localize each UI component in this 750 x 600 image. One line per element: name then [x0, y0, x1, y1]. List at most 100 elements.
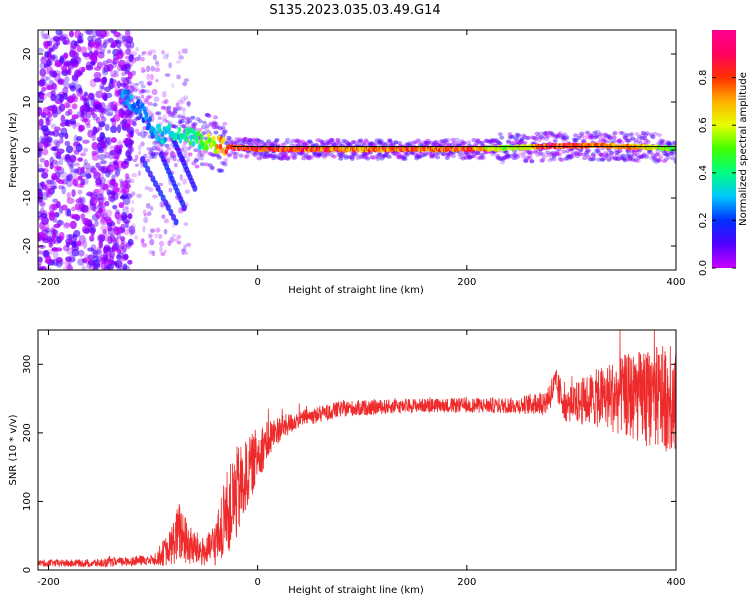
heatmap-cell	[648, 150, 654, 155]
heatmap-cell	[55, 247, 63, 252]
heatmap-cell	[206, 113, 212, 118]
heatmap-cell	[168, 208, 174, 216]
heatmap-cell	[60, 114, 66, 124]
heatmap-cell	[143, 131, 149, 136]
heatmap-cell	[151, 250, 156, 257]
heatmap-cell	[146, 80, 153, 86]
heatmap-cell	[98, 153, 106, 161]
heatmap-cell	[451, 140, 457, 145]
heatmap-cell	[170, 151, 176, 159]
heatmap-cell	[569, 155, 575, 160]
heatmap-cell	[49, 210, 56, 218]
heatmap-cell	[85, 111, 92, 119]
heatmap-cell	[501, 156, 507, 161]
heatmap-cell	[112, 204, 118, 210]
heatmap-cell	[100, 212, 105, 218]
heatmap-cell	[226, 153, 232, 158]
heatmap-cell	[85, 167, 92, 176]
heatmap-cell	[145, 89, 151, 94]
heatmap-cell	[652, 131, 658, 136]
heatmap-cell	[379, 142, 385, 147]
heatmap-cell	[445, 137, 451, 142]
heatmap-cell	[655, 152, 661, 157]
heatmap-cell	[180, 248, 186, 252]
heatmap-cell	[463, 155, 469, 160]
heatmap-cell	[362, 155, 368, 160]
heatmap-cell	[155, 184, 161, 192]
heatmap-cell	[400, 156, 406, 161]
heatmap-cell	[102, 251, 109, 259]
heatmap-cell	[505, 153, 511, 158]
heatmap-cell	[128, 225, 136, 234]
heatmap-cell	[203, 127, 209, 132]
heatmap-cell	[522, 140, 528, 145]
heatmap-cell	[39, 62, 46, 70]
heatmap-cell	[172, 110, 178, 115]
heatmap-cell	[637, 135, 643, 140]
heatmap-cell	[125, 100, 130, 107]
heatmap-cell	[303, 151, 309, 156]
heatmap-cell	[142, 69, 147, 73]
heatmap-cell	[45, 254, 52, 264]
heatmap-cell	[164, 157, 170, 162]
heatmap-cell	[113, 144, 120, 153]
heatmap-cell	[417, 140, 423, 145]
heatmap-cell	[540, 136, 546, 141]
heatmap-cell	[557, 156, 563, 161]
heatmap-cell	[74, 203, 81, 210]
heatmap-cell	[118, 202, 125, 209]
heatmap-cell	[283, 153, 289, 158]
heatmap-cell	[115, 209, 120, 215]
heatmap-cell	[158, 240, 165, 247]
heatmap-cell	[182, 111, 186, 118]
heatmap-cell	[450, 137, 456, 142]
heatmap-cell	[99, 165, 108, 174]
heatmap-cell	[171, 114, 177, 119]
heatmap-cell	[72, 213, 80, 220]
heatmap-cell	[150, 65, 155, 72]
heatmap-cell	[572, 138, 578, 143]
heatmap-cell	[58, 157, 64, 166]
heatmap-cell	[161, 204, 165, 209]
heatmap-cell	[102, 60, 109, 66]
heatmap-cell	[142, 209, 147, 216]
heatmap-cell	[527, 154, 533, 159]
heatmap-cell	[167, 122, 172, 129]
heatmap-cell	[137, 144, 142, 151]
heatmap-cell	[114, 173, 119, 178]
heatmap-cell	[141, 94, 145, 99]
heatmap-cell	[159, 151, 165, 156]
heatmap-cell	[146, 65, 151, 73]
heatmap-cell	[122, 139, 131, 144]
heatmap-cell	[95, 116, 101, 124]
heatmap-cell	[145, 95, 151, 100]
heatmap-cell	[595, 148, 601, 153]
heatmap-cell	[291, 155, 297, 160]
heatmap-cell	[548, 130, 554, 135]
heatmap-cell	[417, 142, 423, 147]
heatmap-cell	[443, 138, 449, 143]
heatmap-cell	[46, 179, 55, 185]
heatmap-cell	[127, 213, 133, 220]
heatmap-cell	[445, 151, 451, 156]
heatmap-cell	[645, 139, 651, 144]
spectrogram-xtick-label: 400	[666, 277, 685, 288]
heatmap-cell	[351, 153, 357, 158]
heatmap-cell	[584, 130, 590, 135]
heatmap-cell	[73, 40, 79, 47]
heatmap-cell	[114, 169, 121, 177]
heatmap-cell	[423, 152, 429, 157]
heatmap-cell	[119, 236, 126, 242]
heatmap-cell	[534, 131, 540, 136]
heatmap-cell	[104, 200, 110, 207]
heatmap-cell	[471, 138, 477, 143]
spectrogram-ytick-label: -10	[22, 190, 33, 206]
heatmap-cell	[634, 151, 640, 156]
heatmap-cell	[98, 240, 104, 249]
heatmap-cell	[611, 132, 617, 137]
heatmap-cell	[315, 138, 321, 143]
heatmap-cell	[169, 236, 175, 244]
heatmap-cell	[537, 151, 543, 156]
heatmap-cell	[365, 156, 371, 161]
heatmap-cell	[516, 133, 522, 138]
